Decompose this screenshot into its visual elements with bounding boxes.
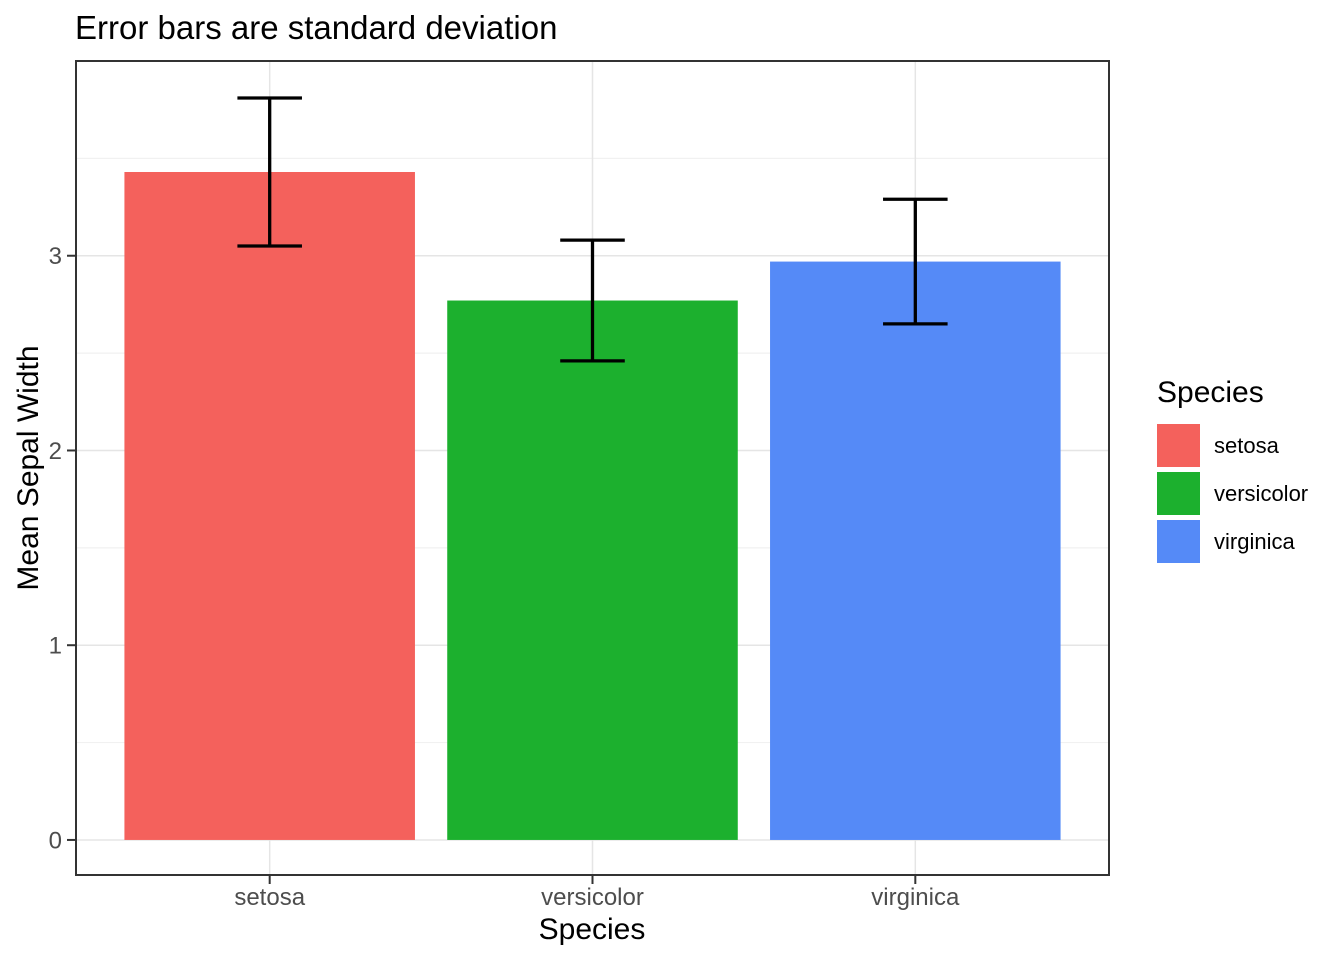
legend-items: setosa versicolor virginica [1157, 424, 1308, 563]
legend-swatch-virginica [1157, 520, 1200, 563]
legend-swatch-setosa [1157, 424, 1200, 467]
x-axis-title: Species [538, 913, 646, 946]
y-axis-title: Mean Sepal Width [12, 345, 45, 591]
y-tick-label: 0 [49, 827, 62, 854]
legend: Species setosa versicolor virginica [1157, 376, 1308, 568]
y-tick-label: 3 [49, 243, 62, 270]
y-tick-label: 1 [49, 633, 62, 660]
x-tick-label: setosa [234, 884, 305, 911]
legend-item-versicolor: versicolor [1157, 472, 1308, 515]
legend-title: Species [1157, 376, 1264, 409]
bar-versicolor [447, 300, 738, 840]
bar-setosa [124, 172, 415, 840]
y-tick-label: 2 [49, 438, 62, 465]
x-tick-label: versicolor [541, 884, 644, 911]
legend-swatch-versicolor [1157, 472, 1200, 515]
panel-border [75, 60, 1110, 876]
x-tick-label: virginica [871, 884, 960, 911]
plot-title: Error bars are standard deviation [75, 9, 558, 46]
legend-label: virginica [1214, 528, 1295, 554]
bar-virginica [770, 261, 1061, 840]
legend-item-virginica: virginica [1157, 520, 1308, 563]
legend-item-setosa: setosa [1157, 424, 1308, 467]
legend-label: setosa [1214, 432, 1279, 458]
legend-label: versicolor [1214, 480, 1309, 506]
